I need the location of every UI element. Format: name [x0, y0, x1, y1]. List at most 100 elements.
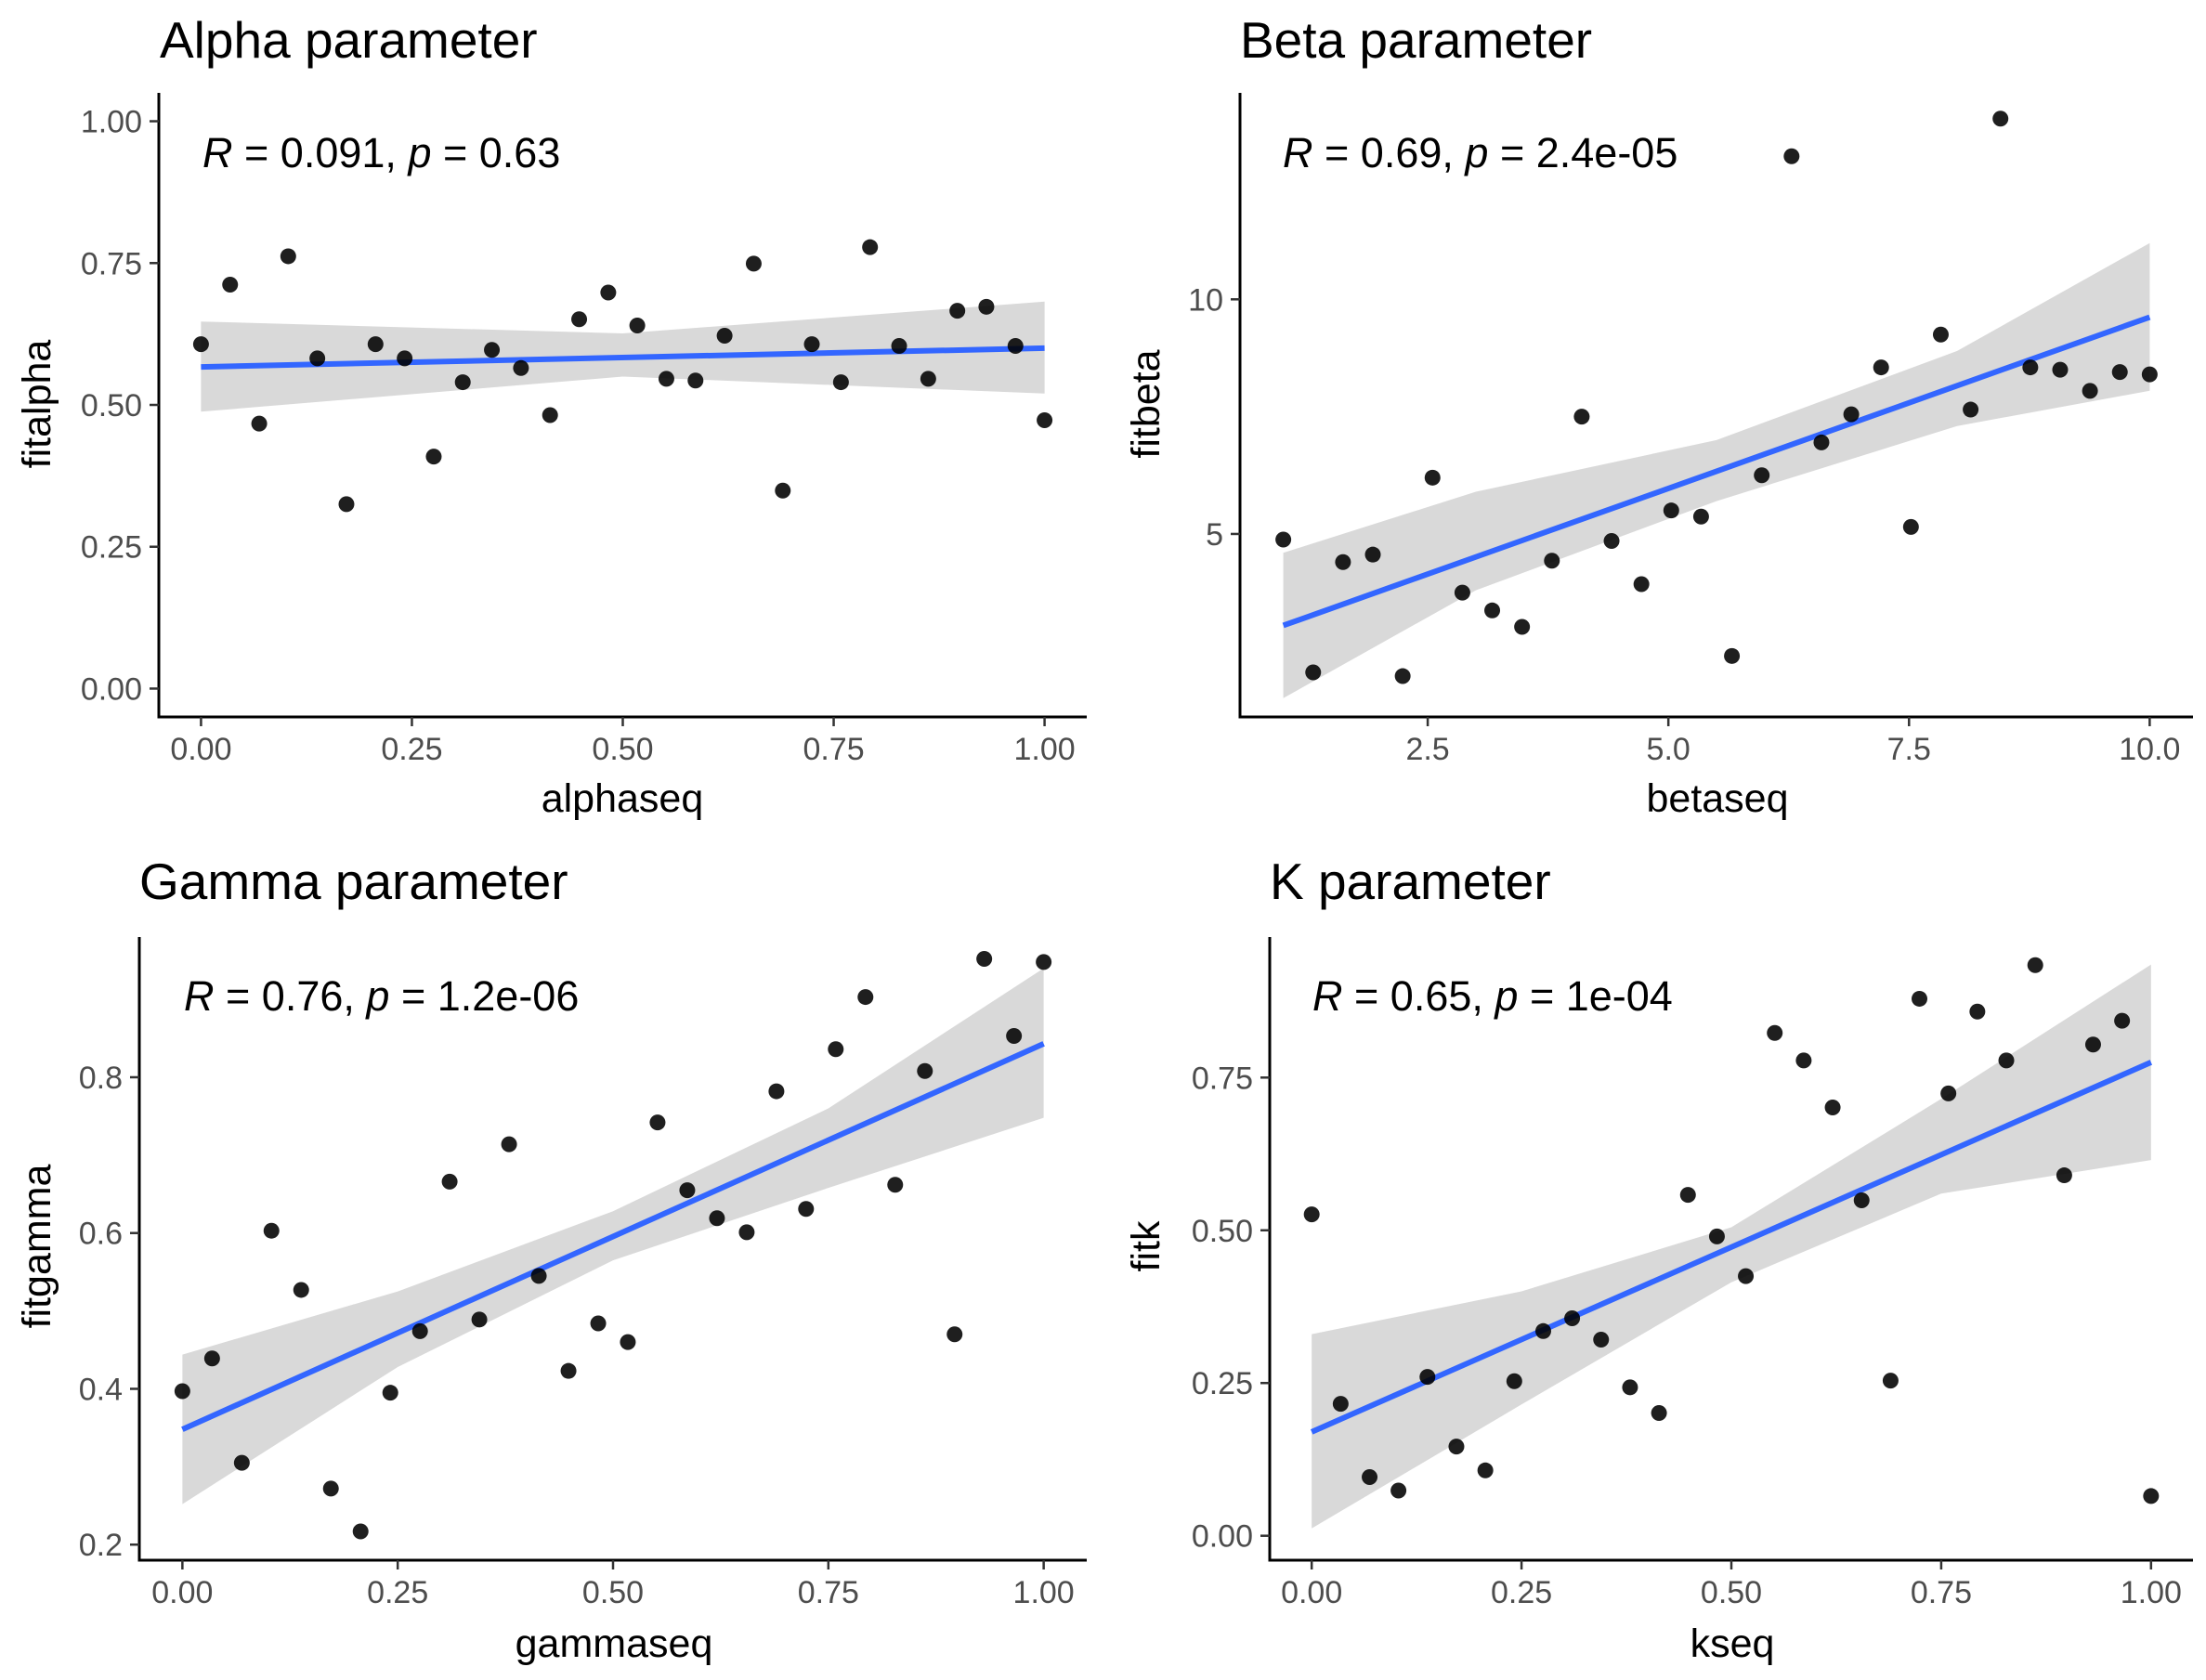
data-point [174, 1383, 190, 1400]
data-point [1963, 401, 1979, 418]
y-tick-label: 0.75 [81, 246, 142, 281]
data-point [857, 989, 874, 1006]
y-tick-label: 0.4 [79, 1372, 123, 1407]
x-axis-label: betaseq [1646, 776, 1788, 821]
x-axis-label: kseq [1690, 1621, 1775, 1666]
x-tick-label: 0.25 [367, 1575, 428, 1610]
data-point [367, 336, 384, 353]
y-tick-label: 0.75 [1192, 1061, 1253, 1096]
data-point [1902, 518, 1919, 535]
y-tick-label: 0.00 [1192, 1519, 1253, 1555]
data-point [2141, 366, 2158, 383]
stat-annotation: R = 0.65, p = 1e-04 [1312, 972, 1673, 1020]
data-point [263, 1222, 280, 1239]
data-point [1484, 602, 1501, 619]
data-point [946, 1326, 963, 1343]
panel-title: K parameter [1270, 853, 1551, 910]
data-point [192, 336, 209, 353]
data-point [1424, 469, 1441, 486]
data-point [454, 374, 471, 391]
x-tick-label: 1.00 [1013, 732, 1075, 767]
y-axis-label: fitbeta [1124, 349, 1168, 458]
x-tick-label: 1.00 [2121, 1575, 2182, 1610]
data-point [949, 303, 966, 319]
data-point [203, 1350, 220, 1367]
stat-p-value: 1.2e-06 [437, 972, 580, 1020]
y-tick-label: 0.8 [79, 1061, 123, 1096]
data-point [775, 482, 791, 499]
data-point [1622, 1379, 1638, 1396]
x-tick-label: 0.75 [803, 732, 864, 767]
data-point [441, 1173, 458, 1190]
y-tick-label: 0.6 [79, 1217, 123, 1252]
data-point [280, 248, 296, 265]
data-point [352, 1523, 369, 1540]
data-point [1332, 1396, 1349, 1413]
data-point [1007, 337, 1024, 354]
data-point [2111, 364, 2128, 381]
y-tick-label: 0.25 [1192, 1366, 1253, 1401]
data-point [600, 284, 617, 301]
data-point [917, 1062, 933, 1079]
data-point [1679, 1187, 1696, 1204]
data-point [1692, 508, 1709, 525]
data-point [1767, 1024, 1783, 1041]
data-point [1633, 576, 1650, 593]
data-point [2114, 1012, 2131, 1029]
regression-line [181, 1041, 1045, 1432]
data-point [738, 1224, 755, 1241]
panel-title: Beta parameter [1240, 11, 1592, 69]
data-point [976, 950, 993, 967]
stat-annotation: R = 0.091, p = 0.63 [202, 129, 560, 176]
x-tick-label: 0.75 [1911, 1575, 1972, 1610]
data-point [1390, 1482, 1407, 1499]
data-point [560, 1362, 577, 1379]
data-point [1394, 668, 1411, 684]
data-point [590, 1315, 607, 1332]
data-point [1932, 326, 1949, 343]
y-tick-label: 0.25 [81, 530, 142, 566]
data-point [862, 239, 879, 255]
data-point [382, 1385, 398, 1401]
data-point [571, 311, 588, 328]
data-point [1843, 406, 1860, 423]
data-point [1335, 553, 1351, 570]
data-point [309, 350, 326, 367]
data-point [2052, 361, 2069, 378]
y-tick-label: 0.00 [81, 671, 142, 707]
stat-p-value: 2.4e-05 [1536, 129, 1678, 176]
data-point [425, 449, 442, 465]
data-point [1912, 990, 1928, 1007]
y-tick-label: 0.50 [1192, 1214, 1253, 1249]
data-point [293, 1282, 309, 1298]
data-point [1037, 411, 1053, 428]
data-point [251, 415, 268, 432]
data-point [1303, 1206, 1320, 1223]
data-point [620, 1334, 636, 1350]
data-point [1795, 1052, 1812, 1069]
data-point [1738, 1268, 1755, 1284]
data-point [2084, 1036, 2101, 1053]
data-point [2082, 383, 2098, 399]
data-point [1998, 1052, 2015, 1069]
x-tick-label: 10.0 [2119, 732, 2180, 767]
regression-line [1282, 314, 2151, 629]
data-point [2027, 957, 2043, 973]
data-point [530, 1268, 547, 1284]
y-tick-label: 1.00 [81, 105, 142, 140]
data-point [1724, 647, 1741, 664]
data-point [1573, 409, 1590, 425]
panel-alpha: Alpha parameter alphaseq fitalpha R = 0.… [15, 11, 1087, 821]
data-point [920, 371, 936, 387]
data-point [1364, 546, 1381, 563]
data-point [322, 1480, 339, 1497]
data-point [768, 1083, 785, 1100]
data-point [1362, 1469, 1378, 1486]
x-tick-label: 0.00 [1281, 1575, 1342, 1610]
data-point [501, 1136, 517, 1153]
x-tick-label: 0.50 [582, 1575, 644, 1610]
data-point [1564, 1309, 1581, 1326]
data-point [629, 317, 646, 333]
data-point [1754, 467, 1770, 484]
data-point [1448, 1439, 1465, 1455]
